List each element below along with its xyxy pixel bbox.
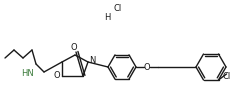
Text: H: H: [104, 13, 110, 22]
Text: O: O: [71, 43, 77, 52]
Text: N: N: [89, 56, 95, 65]
Text: Cl: Cl: [113, 5, 121, 14]
Text: HN: HN: [22, 69, 34, 78]
Text: O: O: [144, 62, 150, 71]
Text: Cl: Cl: [222, 72, 231, 81]
Text: O: O: [54, 71, 60, 80]
